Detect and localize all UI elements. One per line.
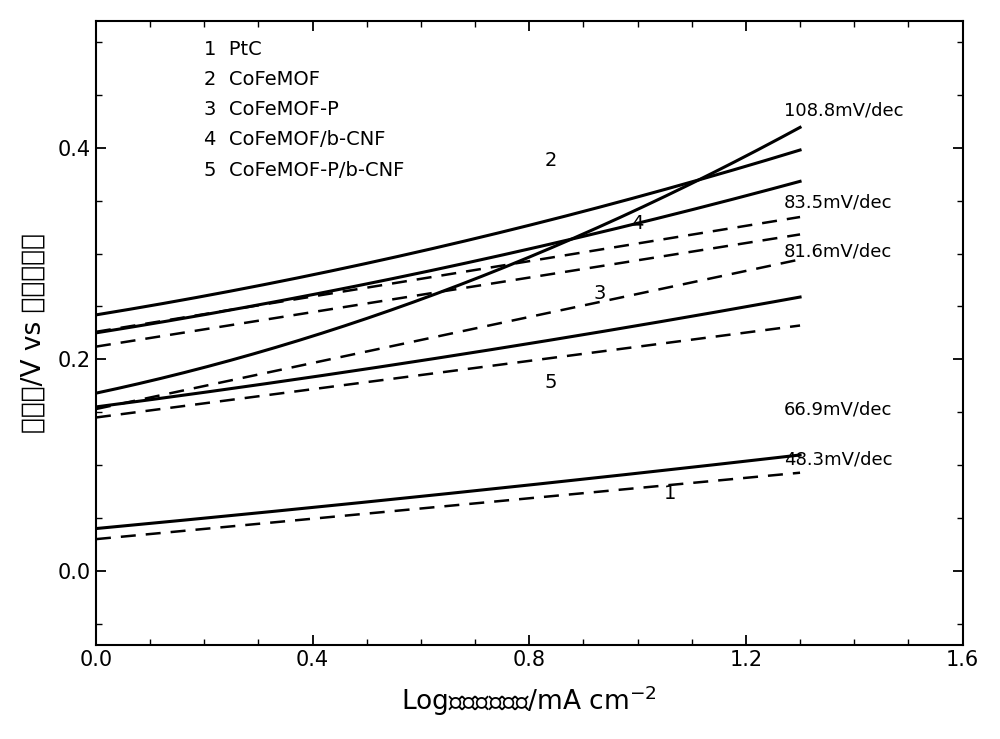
Text: 4: 4 [631,214,644,234]
Text: 1  PtC
2  CoFeMOF
3  CoFeMOF-P
4  CoFeMOF/b-CNF
5  CoFeMOF-P/b-CNF: 1 PtC 2 CoFeMOF 3 CoFeMOF-P 4 CoFeMOF/b-… [204,40,405,180]
Text: 108.8mV/dec: 108.8mV/dec [784,102,903,120]
Text: 2: 2 [545,151,557,170]
Y-axis label: 过电位/V vs 标准氢电极: 过电位/V vs 标准氢电极 [21,233,47,433]
Text: 83.5mV/dec: 83.5mV/dec [784,194,892,212]
X-axis label: Log｜电流密度｜/mA cm$^{-2}$: Log｜电流密度｜/mA cm$^{-2}$ [401,684,657,718]
Text: 5: 5 [545,373,557,392]
Text: 1: 1 [664,484,676,503]
Text: 66.9mV/dec: 66.9mV/dec [784,400,892,418]
Text: 81.6mV/dec: 81.6mV/dec [784,242,892,260]
Text: 48.3mV/dec: 48.3mV/dec [784,451,892,469]
Text: 3: 3 [593,285,606,303]
